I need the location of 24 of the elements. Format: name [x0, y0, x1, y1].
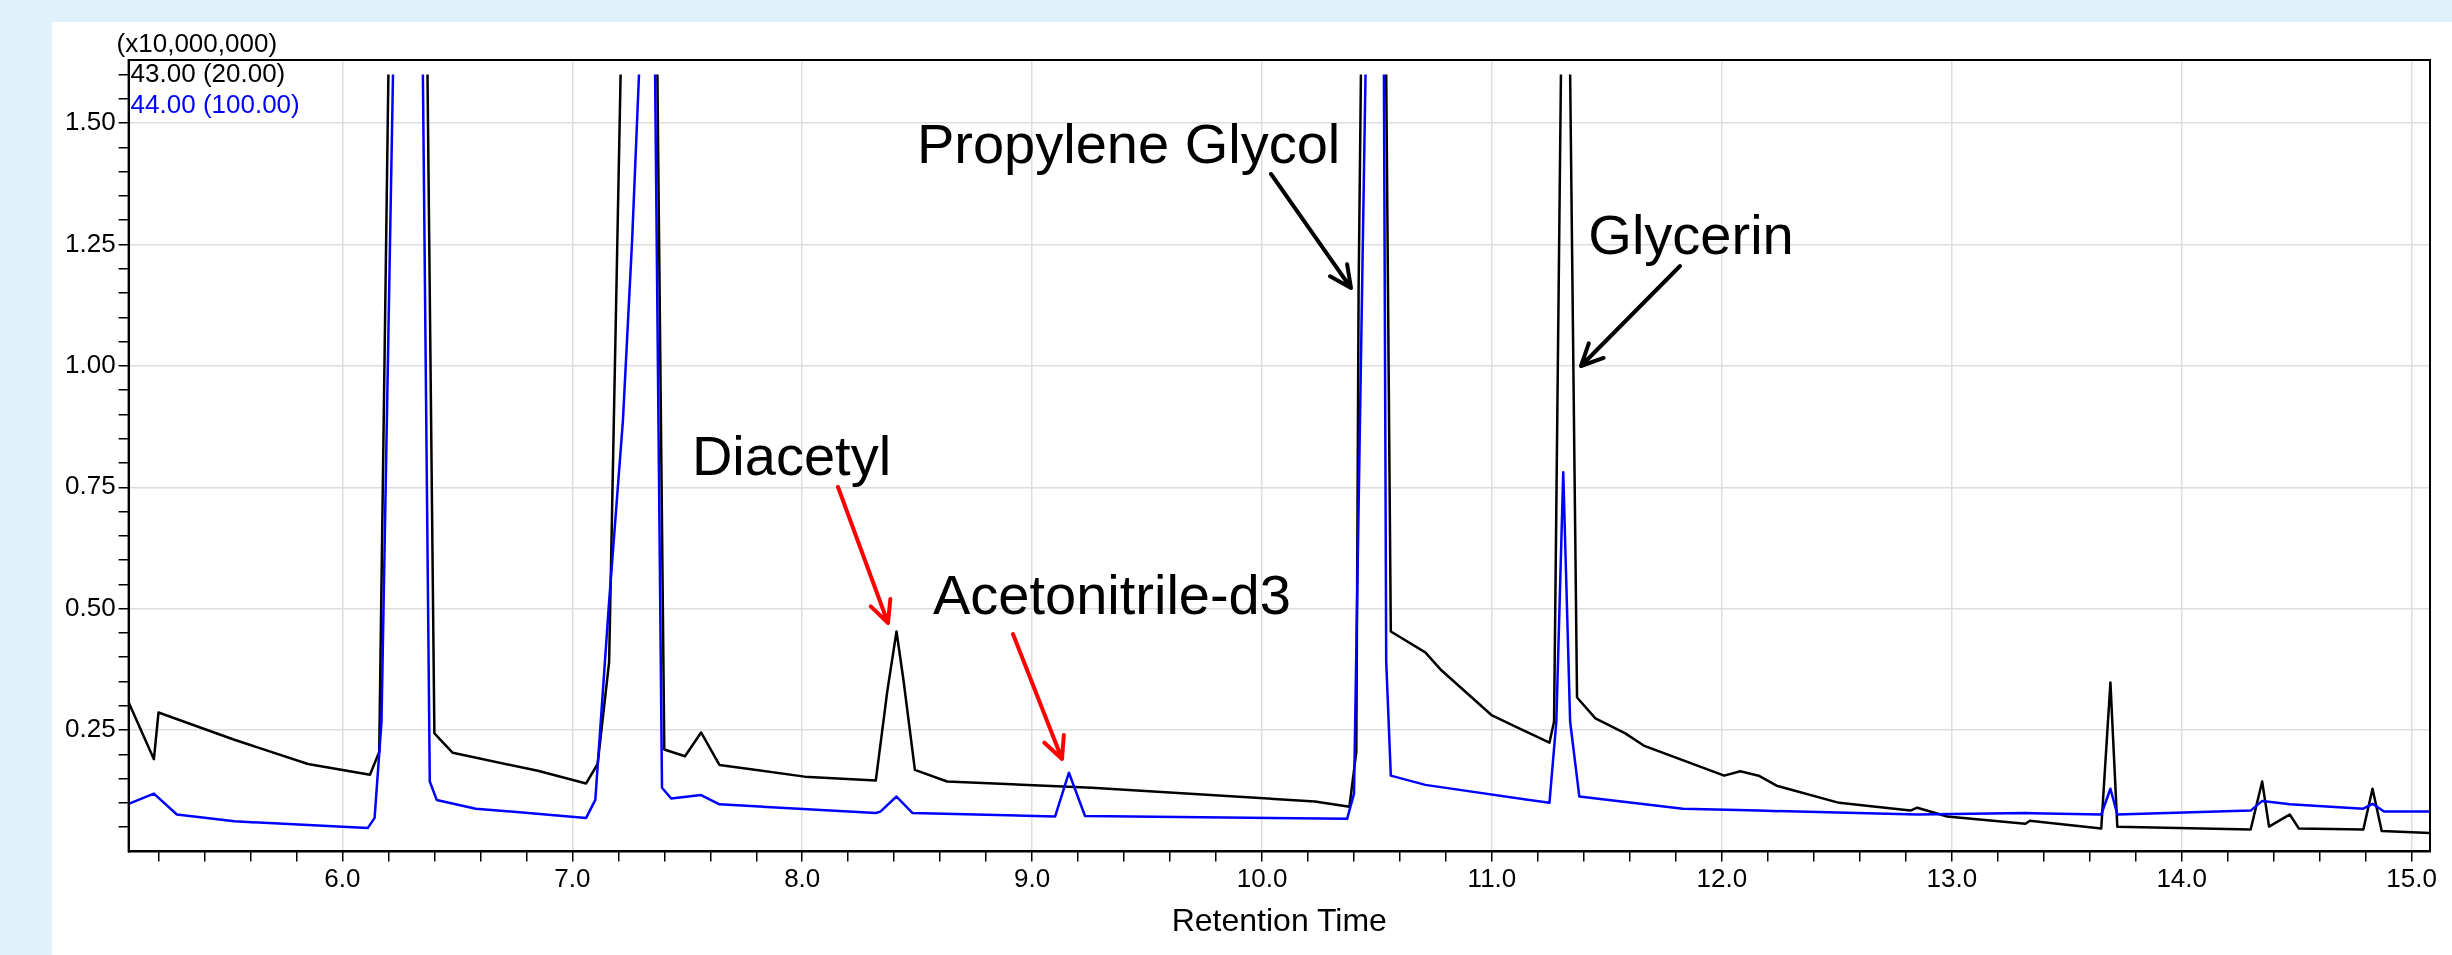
- y-tick-label: 0.75: [64, 470, 116, 501]
- text: 43.00 (20.00): [130, 58, 286, 89]
- x-tick-label: 6.0: [324, 863, 361, 894]
- x-tick-label: 11.0: [1467, 863, 1517, 894]
- x-axis-title: Retention Time: [1171, 901, 1387, 938]
- x-tick-label: 14.0: [2156, 863, 2207, 894]
- annotation: Propylene Glycol: [916, 111, 1341, 175]
- text: 44.00 (100.00): [130, 89, 300, 120]
- x-tick-label: 9.0: [1014, 863, 1051, 894]
- x-tick-label: 10.0: [1236, 863, 1288, 894]
- x-tick-label: 8.0: [784, 863, 821, 894]
- x-tick-label: 13.0: [1926, 863, 1978, 894]
- x-tick-label: 15.0: [2386, 863, 2437, 894]
- annotation: Glycerin: [1588, 203, 1794, 267]
- y-tick-label: 1.25: [64, 227, 116, 258]
- y-tick-label: 1.50: [64, 106, 116, 137]
- annotation: Diacetyl: [691, 423, 892, 487]
- x-tick-label: 12.0: [1696, 863, 1748, 894]
- text: (x10,000,000): [116, 28, 278, 59]
- y-tick-label: 1.00: [64, 349, 116, 380]
- y-tick-label: 0.25: [64, 713, 116, 744]
- y-tick-label: 0.50: [64, 591, 116, 622]
- x-tick-label: 7.0: [554, 863, 591, 894]
- annotation: Acetonitrile-d3: [932, 563, 1291, 627]
